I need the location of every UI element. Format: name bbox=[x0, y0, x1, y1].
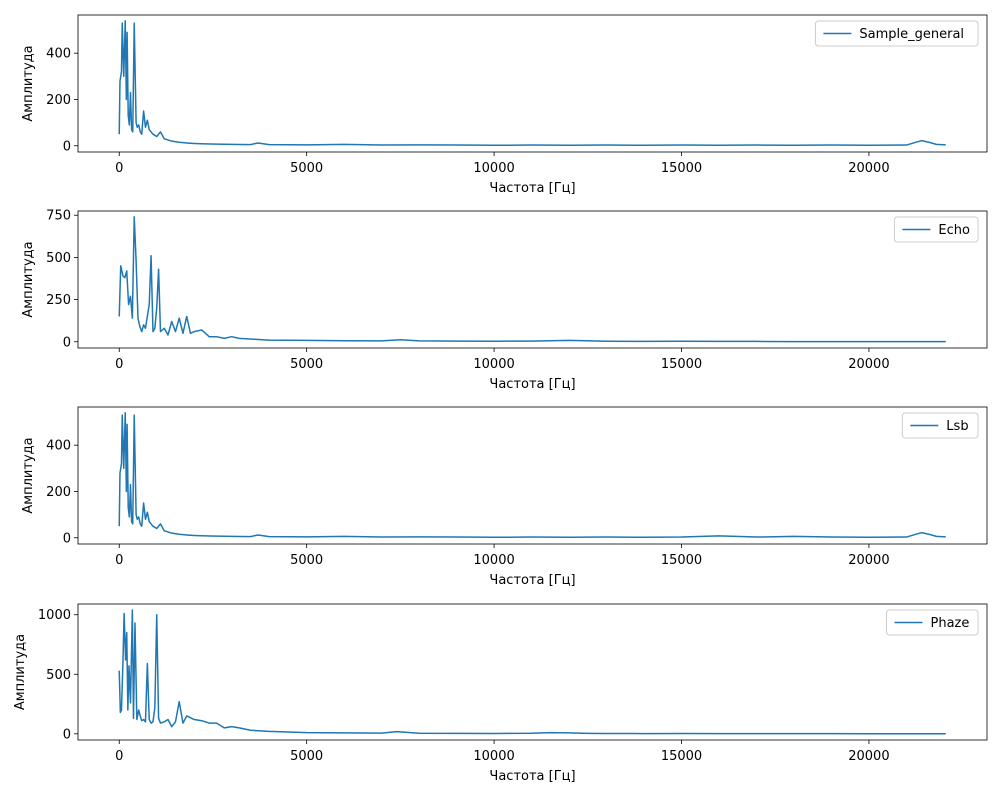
x-axis-label: Частота [Гц] bbox=[489, 769, 575, 784]
y-tick-label: 750 bbox=[46, 209, 71, 224]
x-tick-label: 15000 bbox=[661, 357, 702, 372]
x-tick-label: 0 bbox=[115, 749, 123, 764]
series-line-1-1 bbox=[118, 20, 946, 147]
subplot-2: 0 5000 10000 15000 20000 0 250 500 750 Частота [Г… bbox=[21, 209, 988, 392]
x-tick-label: 0 bbox=[115, 161, 123, 176]
y-axis-label: Амплитуда bbox=[21, 241, 36, 317]
y-tick-label: 500 bbox=[46, 668, 71, 683]
x-tick-label: 20000 bbox=[848, 749, 889, 764]
x-tick-label: 5000 bbox=[290, 161, 323, 176]
x-tick-label: 15000 bbox=[661, 749, 702, 764]
y-tick-label: 400 bbox=[46, 47, 71, 62]
x-tick-label: 20000 bbox=[848, 357, 889, 372]
x-tick-label: 10000 bbox=[473, 749, 514, 764]
y-tick-label: 1000 bbox=[38, 608, 71, 623]
y-tick-label: 400 bbox=[46, 439, 71, 454]
y-tick-label: 500 bbox=[46, 251, 71, 266]
x-axis-label: Частота [Гц] bbox=[489, 377, 575, 392]
legend-label: Echo bbox=[938, 223, 970, 238]
y-tick-label: 0 bbox=[63, 335, 71, 350]
subplot-4: 0 5000 10000 15000 20000 0 500 1000 Частота [Гц]… bbox=[13, 603, 988, 784]
x-tick-label: 0 bbox=[115, 357, 123, 372]
legend: Phaze bbox=[886, 609, 979, 636]
x-tick-label: 15000 bbox=[661, 161, 702, 176]
subplot-3: 0 5000 10000 15000 20000 0 200 400 Частота [Гц] А… bbox=[21, 406, 988, 588]
legend-label: Phaze bbox=[931, 616, 970, 631]
series-line-2-1 bbox=[118, 216, 946, 343]
x-axis-label: Частота [Гц] bbox=[489, 573, 575, 588]
y-tick-label: 0 bbox=[63, 139, 71, 154]
x-tick-label: 15000 bbox=[661, 553, 702, 568]
legend: Sample_general bbox=[814, 20, 979, 47]
y-axis-label: Амплитуда bbox=[13, 634, 28, 710]
legend-label: Lsb bbox=[946, 419, 968, 434]
y-axis-label: Амплитуда bbox=[21, 45, 36, 121]
y-tick-label: 0 bbox=[63, 531, 71, 546]
x-tick-label: 20000 bbox=[848, 553, 889, 568]
series-line-3-1 bbox=[118, 412, 946, 539]
axes-frame bbox=[77, 406, 988, 545]
axes-frame bbox=[77, 14, 988, 153]
y-tick-label: 200 bbox=[46, 93, 71, 108]
legend-label: Sample_general bbox=[859, 27, 964, 42]
x-tick-label: 5000 bbox=[290, 553, 323, 568]
x-tick-label: 10000 bbox=[473, 357, 514, 372]
series-line-4-1 bbox=[118, 609, 946, 735]
legend-box bbox=[901, 412, 979, 439]
y-tick-label: 200 bbox=[46, 485, 71, 500]
x-axis-label: Частота [Гц] bbox=[489, 181, 575, 196]
x-tick-label: 20000 bbox=[848, 161, 889, 176]
x-tick-label: 10000 bbox=[473, 553, 514, 568]
x-tick-label: 10000 bbox=[473, 161, 514, 176]
legend: Lsb bbox=[901, 412, 979, 439]
y-tick-label: 250 bbox=[46, 293, 71, 308]
y-axis-label: Амплитуда bbox=[21, 437, 36, 513]
legend: Echo bbox=[893, 216, 979, 243]
axes-frame bbox=[77, 603, 988, 741]
x-tick-label: 5000 bbox=[290, 749, 323, 764]
x-tick-label: 0 bbox=[115, 553, 123, 568]
x-tick-label: 5000 bbox=[290, 357, 323, 372]
axes-frame bbox=[77, 210, 988, 349]
legend-box bbox=[886, 609, 979, 636]
y-tick-label: 0 bbox=[63, 727, 71, 742]
subplot-1: 0 5000 10000 15000 20000 0 200 400 Частота [Гц] А… bbox=[21, 14, 988, 196]
legend-box bbox=[893, 216, 979, 243]
legend-box bbox=[814, 20, 979, 47]
